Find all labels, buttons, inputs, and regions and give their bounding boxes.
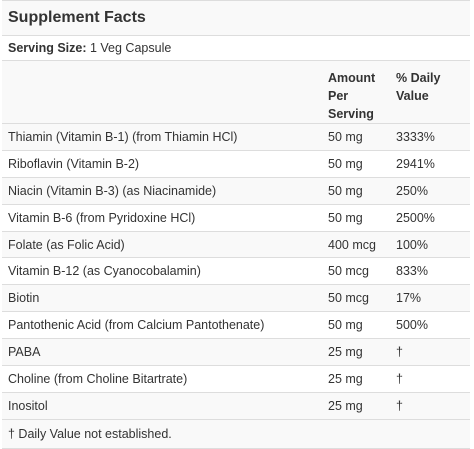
nutrient-name: Choline (from Choline Bitartrate) xyxy=(8,371,188,386)
header-nutrient xyxy=(2,61,322,124)
nutrient-daily-value: 17% xyxy=(396,291,422,306)
header-amount-line3: Serving xyxy=(328,107,374,121)
nutrient-name: Riboflavin (Vitamin B-2) xyxy=(8,156,140,171)
header-amount-line1: Amount xyxy=(328,71,376,85)
serving-size-value: 1 Veg Capsule xyxy=(89,41,172,55)
nutrient-name: Inositol xyxy=(8,398,48,413)
nutrient-amount: 50 mg xyxy=(328,318,363,333)
panel-title: Supplement Facts xyxy=(2,0,470,36)
table-row: Riboflavin (Vitamin B-2) 50 mg 2941% xyxy=(2,150,470,178)
header-amount-line2: Per xyxy=(328,89,349,103)
nutrient-table: Amount Per Serving % Daily Value Thiamin… xyxy=(2,61,470,420)
nutrient-name: Vitamin B-6 (from Pyridoxine HCl) xyxy=(8,210,196,225)
table-row: Pantothenic Acid (from Calcium Pantothen… xyxy=(2,311,470,339)
table-row: Folate (as Folic Acid) 400 mcg 100% xyxy=(2,231,470,258)
nutrient-daily-value: 100% xyxy=(396,237,428,252)
header-daily-value: % Daily Value xyxy=(390,61,470,124)
nutrient-daily-value: † xyxy=(396,398,403,413)
table-row: Choline (from Choline Bitartrate) 25 mg † xyxy=(2,365,470,393)
serving-size-label: Serving Size: xyxy=(8,41,87,55)
nutrient-name: Niacin (Vitamin B-3) (as Niacinamide) xyxy=(8,183,217,198)
serving-size: Serving Size: 1 Veg Capsule xyxy=(2,36,470,61)
nutrient-daily-value: † xyxy=(396,345,403,360)
nutrient-amount: 25 mg xyxy=(328,398,363,413)
table-row: Vitamin B-12 (as Cyanocobalamin) 50 mcg 83… xyxy=(2,257,470,285)
footnote: † Daily Value not established. xyxy=(2,419,470,449)
nutrient-name: Pantothenic Acid (from Calcium Pantothen… xyxy=(8,318,265,333)
nutrient-daily-value: 3333% xyxy=(396,129,435,144)
nutrient-daily-value: 2941% xyxy=(396,156,435,171)
nutrient-name: Thiamin (Vitamin B-1) (from Thiamin HCl) xyxy=(8,129,238,144)
nutrient-amount: 400 mcg xyxy=(328,237,376,252)
nutrient-daily-value: 833% xyxy=(396,264,428,279)
table-header-row: Amount Per Serving % Daily Value xyxy=(2,61,470,124)
nutrient-amount: 25 mg xyxy=(328,371,363,386)
table-row: Niacin (Vitamin B-3) (as Niacinamide) 50 … xyxy=(2,177,470,205)
nutrient-amount: 50 mg xyxy=(328,183,363,198)
nutrient-daily-value: 250% xyxy=(396,183,428,198)
nutrient-name: Folate (as Folic Acid) xyxy=(8,237,125,252)
nutrient-name: PABA xyxy=(8,345,41,360)
nutrient-amount: 50 mcg xyxy=(328,291,369,306)
nutrient-amount: 50 mg xyxy=(328,156,363,171)
table-row: Thiamin (Vitamin B-1) (from Thiamin HCl)… xyxy=(2,123,470,151)
header-amount: Amount Per Serving xyxy=(322,61,390,124)
table-row: Biotin 50 mcg 17% xyxy=(2,284,470,312)
nutrient-amount: 50 mg xyxy=(328,129,363,144)
nutrient-daily-value: † xyxy=(396,371,403,386)
nutrient-daily-value: 500% xyxy=(396,318,428,333)
table-row: Inositol 25 mg † xyxy=(2,392,470,420)
nutrient-amount: 50 mg xyxy=(328,210,363,225)
header-dv-line2: Value xyxy=(396,89,429,103)
header-dv-line1: % Daily xyxy=(396,71,441,85)
nutrient-amount: 25 mg xyxy=(328,345,363,360)
nutrient-name: Biotin xyxy=(8,291,40,306)
table-row: Vitamin B-6 (from Pyridoxine HCl) 50 mg 25… xyxy=(2,204,470,232)
table-row: PABA 25 mg † xyxy=(2,338,470,366)
nutrient-daily-value: 2500% xyxy=(396,210,435,225)
nutrient-name: Vitamin B-12 (as Cyanocobalamin) xyxy=(8,264,201,279)
nutrient-amount: 50 mcg xyxy=(328,264,369,279)
